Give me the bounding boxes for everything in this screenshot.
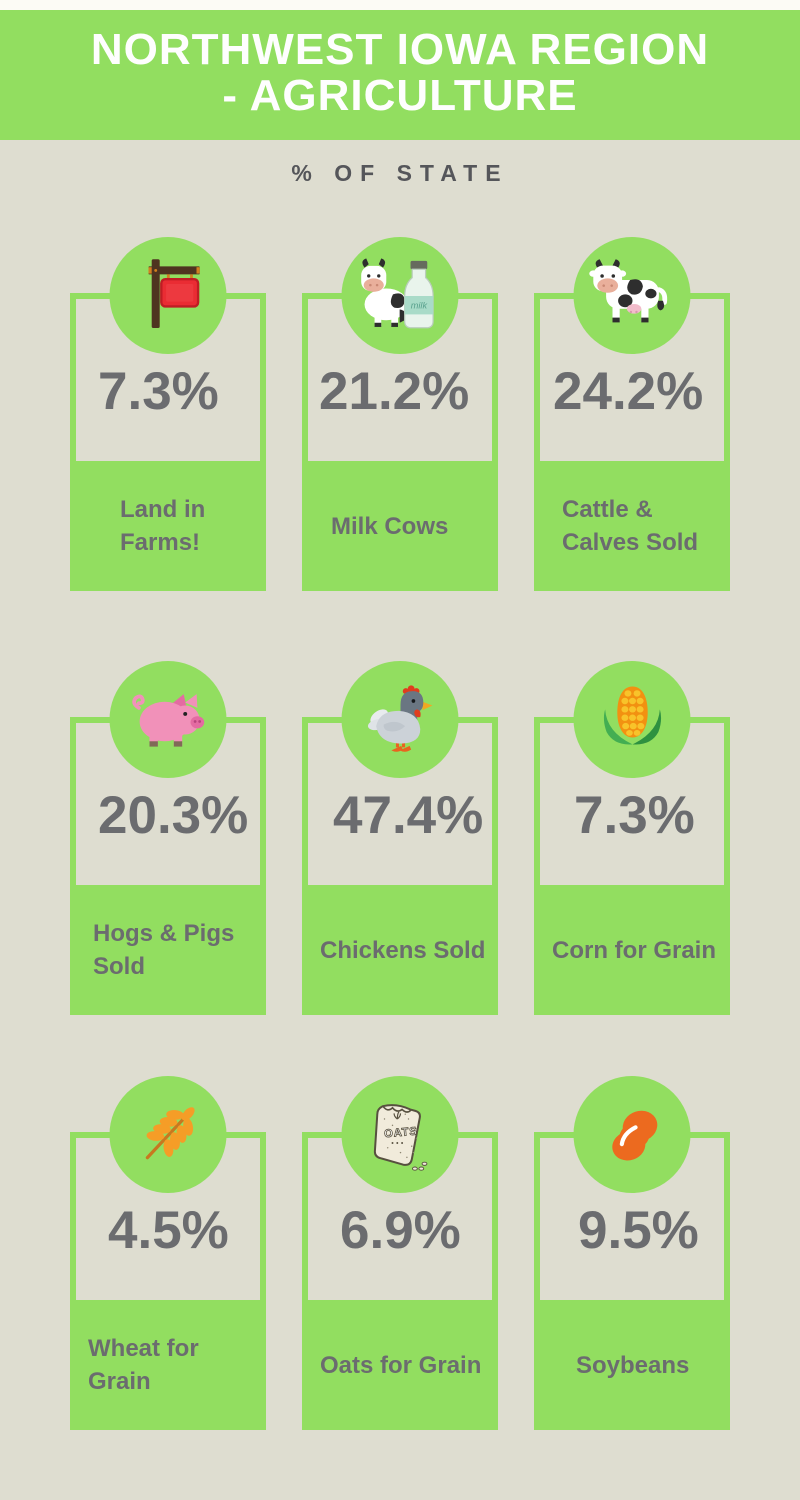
stat-value: 6.9%: [340, 1201, 461, 1260]
corn-icon: [573, 661, 691, 778]
stat-value: 7.3%: [98, 362, 219, 421]
stat-card-land-in-farms: 7.3% Land in Farms!: [70, 237, 266, 591]
farm-sign-icon: [109, 237, 227, 354]
header-banner: NORTHWEST IOWA REGION - AGRICULTURE: [0, 10, 800, 140]
stat-label-line: Farms!: [120, 529, 201, 556]
stat-card-milk-cows: milk 21.2% Milk Cows: [302, 237, 498, 591]
stat-label: Wheat for Grain: [70, 1300, 266, 1430]
cards-row-3: 4.5% Wheat for Grain OATS: [0, 1076, 800, 1430]
stat-label: Soybeans: [534, 1300, 730, 1430]
chicken-icon: [341, 661, 459, 778]
stat-card-hogs-pigs-sold: 20.3% Hogs & Pigs Sold: [70, 661, 266, 1015]
svg-text:milk: milk: [410, 300, 427, 310]
stat-label-line: Calves Sold: [562, 529, 699, 556]
stat-value: 20.3%: [98, 786, 249, 845]
stat-label-line: Chickens Sold: [320, 936, 486, 964]
page-title-line-1: NORTHWEST IOWA REGION: [90, 25, 710, 74]
subtitle: % OF STATE: [291, 160, 509, 186]
stat-label: Land in Farms!: [70, 461, 266, 591]
stat-label-line: Wheat for: [88, 1335, 199, 1362]
stat-label-line: Milk Cows: [331, 512, 449, 540]
stat-label-line: Corn for Grain: [552, 936, 717, 964]
stat-label-line: Cattle &: [562, 496, 653, 523]
stat-label-line: Grain: [88, 1368, 151, 1395]
svg-text:OATS: OATS: [383, 1125, 417, 1140]
stat-label: Hogs & Pigs Sold: [70, 885, 266, 1015]
cards-row-1: 7.3% Land in Farms!: [0, 237, 800, 591]
stat-value: 47.4%: [333, 786, 484, 845]
pig-icon: [109, 661, 227, 778]
stat-label: Cattle & Calves Sold: [534, 461, 730, 591]
cattle-icon: [573, 237, 691, 354]
stat-label-line: Hogs & Pigs: [93, 920, 235, 947]
stat-label: Milk Cows: [302, 461, 498, 591]
stat-label: Corn for Grain: [534, 885, 730, 1015]
soybean-icon: [573, 1076, 691, 1193]
wheat-icon: [109, 1076, 227, 1193]
stat-card-cattle-calves-sold: 24.2% Cattle & Calves Sold: [534, 237, 730, 591]
stat-value: 7.3%: [574, 786, 695, 845]
stat-label-line: Sold: [93, 953, 145, 980]
top-strip: [0, 0, 800, 10]
milk-cow-icon: milk: [341, 237, 459, 354]
stat-card-corn-for-grain: 7.3% Corn for Grain: [534, 661, 730, 1015]
stat-value: 4.5%: [108, 1201, 229, 1260]
stat-label-line: Oats for Grain: [320, 1351, 482, 1379]
stat-label: Oats for Grain: [302, 1300, 498, 1430]
stat-card-wheat-for-grain: 4.5% Wheat for Grain: [70, 1076, 266, 1430]
stat-label-line: Land in: [120, 496, 206, 523]
stat-value: 24.2%: [553, 362, 704, 421]
stat-card-soybeans: 9.5% Soybeans: [534, 1076, 730, 1430]
stat-label-line: Soybeans: [576, 1351, 690, 1379]
page-title-line-2: - AGRICULTURE: [222, 71, 578, 120]
oats-bag-icon: OATS: [341, 1076, 459, 1193]
stat-label: Chickens Sold: [302, 885, 498, 1015]
stat-value: 9.5%: [578, 1201, 699, 1260]
stat-card-chickens-sold: 47.4% Chickens Sold: [302, 661, 498, 1015]
stat-card-oats-for-grain: OATS 6.9% Oats for Grain: [302, 1076, 498, 1430]
cards-row-2: 20.3% Hogs & Pigs Sold: [0, 661, 800, 1015]
stat-value: 21.2%: [319, 362, 470, 421]
